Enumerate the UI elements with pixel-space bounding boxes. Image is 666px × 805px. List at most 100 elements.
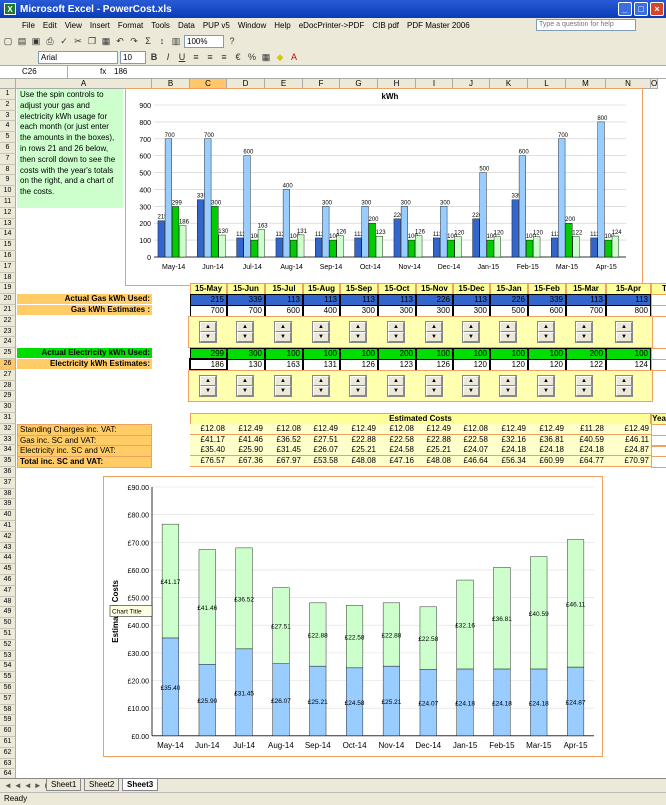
electricity-spin-control[interactable]: ▲ ▼ [312,374,330,397]
row-header[interactable]: 3 [0,110,16,122]
row-header[interactable]: 16 [0,251,16,262]
fill-color-icon[interactable]: ◆ [276,52,284,62]
help-icon[interactable]: ? [229,36,235,46]
new-icon[interactable]: ▢ [3,36,13,46]
gas-spin-control[interactable]: ▲ ▼ [349,320,367,343]
row-header[interactable]: 11 [0,197,16,208]
row-header[interactable]: 30 [0,402,16,413]
formula-input[interactable]: 186 [114,67,128,76]
spin-down-button[interactable]: ▼ [500,331,516,342]
row-header[interactable]: 44 [0,553,16,565]
column-header-o[interactable]: O [651,79,659,89]
electricity-estimate-value[interactable]: 131 [303,359,340,371]
cut-icon[interactable]: ✂ [74,36,82,46]
row-header[interactable]: 26 [0,359,16,370]
row-header[interactable]: 56 [0,683,16,694]
row-header[interactable]: 59 [0,715,16,727]
menu-data[interactable]: Data [177,20,195,30]
row-header[interactable]: 32 [0,423,16,435]
spin-down-button[interactable]: ▼ [388,385,404,396]
row-header[interactable]: 18 [0,272,16,284]
spin-up-button[interactable]: ▲ [500,321,516,332]
spin-up-button[interactable]: ▲ [500,375,516,386]
menu-file[interactable]: File [22,20,35,30]
zoom-select[interactable]: 100% [184,34,224,48]
electricity-spin-control[interactable]: ▲ ▼ [575,374,593,397]
row-header[interactable]: 17 [0,261,16,273]
spin-down-button[interactable]: ▼ [275,331,291,342]
row-header[interactable]: 46 [0,575,16,586]
menu-edit[interactable]: Edit [42,20,57,30]
spin-down-button[interactable]: ▼ [616,331,632,342]
open-icon[interactable]: ▤ [17,36,27,46]
spin-up-button[interactable]: ▲ [463,321,479,332]
spin-up-button[interactable]: ▲ [200,321,216,332]
row-header[interactable]: 23 [0,326,16,338]
font-color-icon[interactable]: A [290,52,297,62]
autosum-icon[interactable]: Σ [145,36,151,46]
row-header[interactable]: 64 [0,769,16,778]
spin-up-button[interactable]: ▲ [388,321,404,332]
row-header[interactable]: 34 [0,445,16,457]
row-header[interactable]: 2 [0,99,16,111]
electricity-spin-control[interactable]: ▲ ▼ [537,374,555,397]
sheet-tab-2[interactable]: Sheet2 [84,779,120,791]
underline-button[interactable]: U [178,52,186,62]
help-search-input[interactable]: Type a question for help [536,19,636,31]
row-header[interactable]: 38 [0,488,16,500]
row-header[interactable]: 33 [0,434,16,446]
spin-up-button[interactable]: ▲ [576,321,592,332]
spin-down-button[interactable]: ▼ [275,385,291,396]
row-header[interactable]: 45 [0,564,16,575]
column-header-a[interactable]: A [16,79,152,89]
spin-up-button[interactable]: ▲ [538,321,554,332]
row-header[interactable]: 22 [0,315,16,327]
row-header[interactable]: 4 [0,121,16,133]
bold-button[interactable]: B [150,52,158,62]
row-header[interactable]: 53 [0,650,16,662]
gas-spin-control[interactable]: ▲ ▼ [274,320,292,343]
row-header[interactable]: 29 [0,391,16,403]
spin-up-button[interactable]: ▲ [200,375,216,386]
gas-used-value[interactable]: 339 [227,294,265,307]
menu-window[interactable]: Window [237,20,267,30]
gas-estimate-value[interactable]: 700 [227,305,265,317]
spin-down-button[interactable]: ▼ [463,385,479,396]
row-header[interactable]: 8 [0,164,16,176]
electricity-spin-control[interactable]: ▲ ▼ [387,374,405,397]
spin-down-button[interactable]: ▼ [350,385,366,396]
spin-up-button[interactable]: ▲ [463,375,479,386]
spin-down-button[interactable]: ▼ [538,385,554,396]
row-header[interactable]: 51 [0,629,16,640]
row-header[interactable]: 57 [0,693,16,705]
row-header[interactable]: 58 [0,704,16,716]
row-header[interactable]: 13 [0,218,16,230]
font-select[interactable]: Arial [38,50,118,64]
row-header[interactable]: 14 [0,229,16,241]
spin-down-button[interactable]: ▼ [576,385,592,396]
menu-tools[interactable]: Tools [151,20,170,30]
paste-icon[interactable]: ▦ [101,36,111,46]
redo-icon[interactable]: ↷ [130,36,138,46]
row-header[interactable]: 42 [0,531,16,543]
electricity-spin-control[interactable]: ▲ ▼ [236,374,254,397]
electricity-spin-control[interactable]: ▲ ▼ [462,374,480,397]
fx-icon[interactable]: fx [100,67,107,76]
gas-spin-control[interactable]: ▲ ▼ [199,320,217,343]
electricity-spin-control[interactable]: ▲ ▼ [274,374,292,397]
row-header[interactable]: 41 [0,521,16,532]
spin-down-button[interactable]: ▼ [350,331,366,342]
spin-down-button[interactable]: ▼ [313,331,329,342]
row-header[interactable]: 60 [0,726,16,737]
row-header[interactable]: 5 [0,132,16,143]
row-header[interactable]: 62 [0,747,16,759]
row-header[interactable]: 47 [0,585,16,597]
gas-spin-control[interactable]: ▲ ▼ [462,320,480,343]
spin-down-button[interactable]: ▼ [463,331,479,342]
gas-spin-control[interactable]: ▲ ▼ [575,320,593,343]
close-button[interactable]: × [650,2,664,16]
menu-edocprinter-pdf[interactable]: eDocPrinter->PDF [298,20,365,30]
spin-down-button[interactable]: ▼ [426,385,442,396]
row-header[interactable]: 48 [0,596,16,608]
percent-icon[interactable]: % [247,52,256,62]
